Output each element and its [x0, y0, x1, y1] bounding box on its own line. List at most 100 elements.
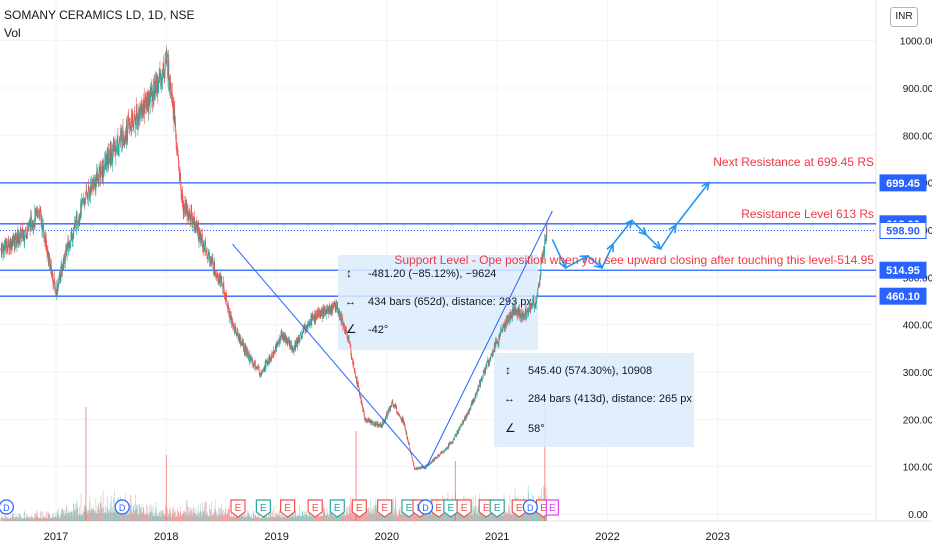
candle-body [216, 273, 217, 276]
candle-body [213, 272, 215, 274]
candle-body [185, 206, 187, 214]
candle-body [36, 208, 37, 215]
candle-body [211, 262, 212, 263]
volume-bar [162, 509, 164, 521]
volume-bar [137, 504, 139, 521]
measure1-bars-icon: ↔ [345, 296, 356, 308]
projection-arrowhead [624, 219, 633, 229]
volume-indicator-label[interactable]: Vol [4, 26, 21, 40]
candle-body [419, 468, 420, 470]
candle-body [32, 225, 34, 228]
volume-bar [521, 511, 523, 521]
volume-bar [181, 514, 183, 521]
candle-body [277, 340, 279, 347]
candle-body [182, 191, 183, 203]
volume-bar [48, 514, 50, 521]
level-badge [879, 261, 927, 279]
volume-bar [334, 516, 336, 521]
candle-body [354, 370, 356, 374]
candle-body [2, 245, 4, 255]
volume-bar [353, 511, 355, 521]
candle-body [280, 332, 282, 337]
candle-body [293, 349, 295, 353]
volume-bar [175, 516, 177, 521]
candle-body [452, 439, 454, 443]
volume-bar [92, 510, 93, 521]
candle-body [157, 76, 158, 91]
candle-body [25, 227, 27, 229]
candle-body [499, 335, 500, 337]
measure1-angle-text: -42° [368, 324, 388, 336]
volume-bar [190, 509, 191, 521]
volume-bar [289, 516, 291, 521]
candle-body [117, 139, 118, 142]
volume-bar [340, 516, 341, 521]
candle-body [354, 370, 355, 371]
candle-body [11, 241, 12, 248]
candle-body [73, 230, 74, 238]
volume-bar [223, 510, 224, 521]
candle-body [339, 309, 340, 317]
volume-bar [202, 511, 204, 521]
volume-bar [187, 506, 188, 521]
candle-body [348, 338, 350, 343]
volume-bar [65, 509, 67, 521]
candle-body [55, 289, 57, 291]
candle-body [408, 441, 409, 445]
candle-body [451, 442, 453, 444]
volume-bar [53, 512, 54, 521]
candle-body [385, 418, 386, 422]
candle-body [521, 315, 523, 320]
volume-bar [345, 515, 347, 521]
volume-bar [254, 517, 255, 521]
candle-body [487, 359, 489, 361]
volume-bar [244, 513, 246, 521]
candle-body [172, 100, 173, 105]
candle-body [229, 310, 231, 314]
candle-body [440, 453, 442, 454]
candle-body [7, 245, 8, 250]
candle-body [317, 311, 318, 320]
candle-body [334, 302, 336, 306]
event-markers[interactable]: EEEEEEEEEEEEEEEEDDDDE [0, 499, 559, 518]
candle-body [482, 376, 484, 379]
volume-bar [9, 518, 10, 521]
candle-body [462, 421, 464, 424]
volume-bar [350, 496, 351, 521]
candle-body [480, 379, 482, 381]
candle-body [530, 308, 532, 310]
volume-bar [229, 508, 230, 521]
trend-drawings[interactable] [232, 181, 711, 470]
candle-body [198, 236, 200, 241]
candle-body [437, 454, 439, 456]
candle-body [158, 74, 160, 79]
candle-body [495, 340, 496, 343]
candle-body [124, 138, 125, 144]
candle-body [225, 294, 227, 297]
candle-body [27, 227, 29, 231]
volume-bar [190, 510, 192, 521]
volume-bar [153, 514, 154, 521]
candle-body [303, 329, 304, 331]
candle-body [188, 215, 190, 217]
candle-body [145, 94, 147, 99]
volume-bar [68, 509, 70, 521]
candle-body [334, 303, 336, 310]
candle-body [261, 371, 263, 372]
candle-body [121, 133, 123, 146]
currency-button[interactable]: INR [890, 7, 918, 27]
candle-body [29, 220, 31, 232]
volume-bar [70, 513, 71, 521]
candle-body [127, 118, 129, 121]
volume-bar [284, 517, 285, 521]
volume-bar [303, 515, 305, 521]
candle-body [63, 262, 65, 269]
volume-bar [430, 512, 431, 521]
candle-body [454, 434, 456, 436]
volume-bar [243, 517, 244, 521]
candle-body [240, 337, 241, 344]
candle-body [67, 241, 69, 246]
candle-body [474, 395, 476, 398]
symbol-title[interactable]: SOMANY CERAMICS LD, 1D, NSE [4, 8, 195, 22]
